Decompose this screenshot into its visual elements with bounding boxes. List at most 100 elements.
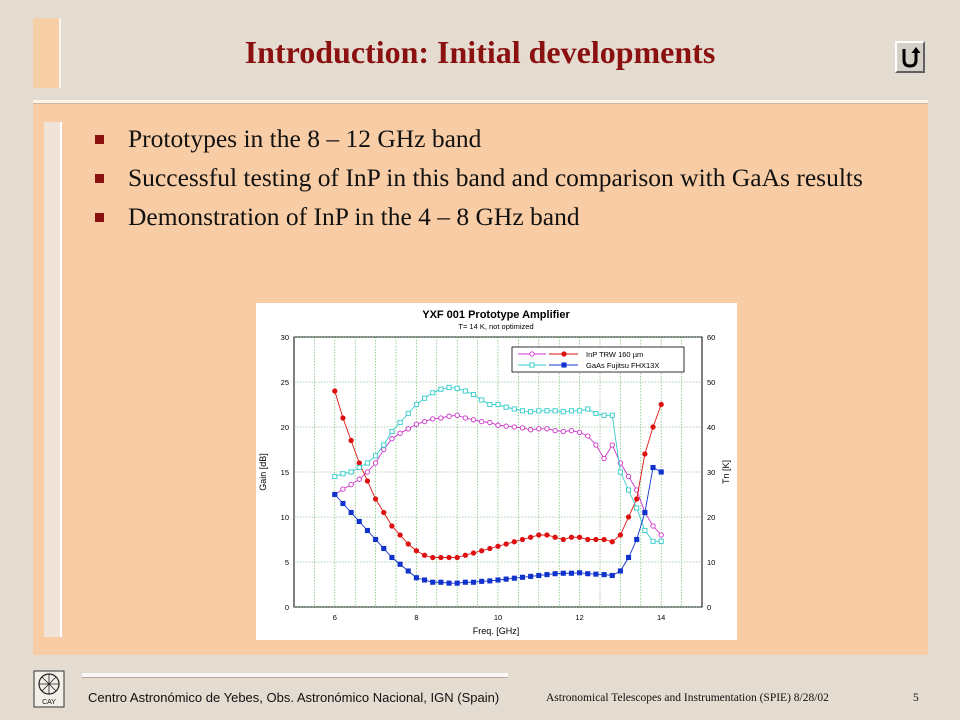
data-point <box>544 532 550 538</box>
data-point <box>446 384 452 390</box>
data-point <box>593 571 599 577</box>
data-point <box>503 541 509 547</box>
data-point <box>593 536 599 543</box>
data-point <box>536 532 542 538</box>
data-point <box>332 388 338 394</box>
data-point <box>609 442 615 448</box>
legend-label-gaas: GaAs Fujitsu FHX13X <box>586 361 659 370</box>
return-button[interactable] <box>895 41 925 73</box>
data-point <box>544 426 550 432</box>
data-point <box>372 460 379 466</box>
data-point <box>634 496 640 502</box>
amplifier-chart: YXF 001 Prototype Amplifier T= 14 K, not… <box>256 303 737 640</box>
chart-title: YXF 001 Prototype Amplifier <box>422 309 570 321</box>
data-point <box>479 397 485 403</box>
data-point <box>446 554 452 561</box>
data-point <box>462 388 468 394</box>
data-point <box>356 518 362 525</box>
data-point <box>519 574 526 580</box>
chart-svg: YXF 001 Prototype Amplifier T= 14 K, not… <box>258 309 731 636</box>
data-point <box>568 408 574 414</box>
y-tick-label: 15 <box>281 468 289 477</box>
data-point <box>381 509 387 516</box>
legend-marker <box>529 351 535 357</box>
data-point <box>560 536 566 543</box>
data-point <box>438 579 444 585</box>
observatory-logo-icon: CAY <box>33 670 65 708</box>
data-point <box>536 426 542 432</box>
data-point <box>348 437 354 444</box>
data-point <box>479 548 485 554</box>
data-point <box>397 561 403 567</box>
data-point <box>568 570 574 576</box>
data-point <box>495 577 501 583</box>
data-point <box>340 471 346 477</box>
data-point <box>405 410 411 417</box>
data-point <box>650 523 656 529</box>
data-point <box>446 580 452 586</box>
data-point <box>397 419 403 426</box>
data-point <box>487 401 493 408</box>
data-point <box>356 460 362 466</box>
data-point <box>421 418 428 425</box>
footer-divider <box>82 673 508 678</box>
data-point <box>601 455 607 462</box>
data-point <box>528 409 534 415</box>
data-point <box>381 442 387 448</box>
data-point <box>487 545 493 552</box>
data-point <box>438 415 444 421</box>
data-point <box>373 536 379 543</box>
data-point <box>413 421 420 427</box>
data-point <box>405 426 411 432</box>
data-point <box>650 538 656 544</box>
data-point <box>356 476 362 482</box>
slide-title: Introduction: Initial developments <box>244 34 716 70</box>
data-point <box>381 446 387 453</box>
data-point <box>397 532 403 538</box>
data-point <box>364 478 371 484</box>
data-point <box>470 392 477 398</box>
y-tick-label: 30 <box>281 333 289 342</box>
data-point <box>626 554 632 561</box>
y-tick-label: 0 <box>285 603 289 612</box>
footer-institution: Centro Astronómico de Yebes, Obs. Astron… <box>88 690 500 705</box>
data-point <box>593 442 599 448</box>
data-point <box>577 408 583 414</box>
x-tick-label: 14 <box>657 613 665 622</box>
data-point <box>422 577 428 583</box>
grid <box>294 336 702 608</box>
legend-label-inp: InP TRW 160 µm <box>586 350 643 359</box>
data-point <box>470 550 477 556</box>
bullet-item: Successful testing of InP in this band a… <box>92 163 892 193</box>
data-point <box>528 573 534 579</box>
data-point <box>527 534 534 540</box>
data-point <box>397 430 403 436</box>
data-point <box>511 575 517 581</box>
bullet-list: Prototypes in the 8 – 12 GHz band Succes… <box>92 124 892 241</box>
y2-tick-label: 30 <box>707 468 715 477</box>
data-point <box>560 428 566 435</box>
data-point <box>634 505 640 511</box>
data-point <box>356 464 362 471</box>
x-tick-label: 12 <box>575 613 583 622</box>
data-point <box>470 417 477 423</box>
data-point <box>430 579 436 585</box>
data-point <box>503 423 509 429</box>
data-point <box>462 579 468 585</box>
data-point <box>552 408 558 414</box>
data-point <box>650 424 656 430</box>
data-point <box>560 570 566 576</box>
chart-legend: InP TRW 160 µm GaAs Fujitsu FHX13X <box>511 346 685 373</box>
data-point <box>519 536 526 543</box>
data-point <box>576 534 583 540</box>
data-point <box>405 541 411 547</box>
data-point <box>430 416 436 422</box>
data-point <box>462 415 469 421</box>
data-point <box>536 408 542 414</box>
data-point <box>470 579 477 585</box>
legend-marks <box>518 351 578 368</box>
data-point <box>364 527 370 534</box>
data-point <box>446 413 452 419</box>
data-point <box>544 572 550 578</box>
logo-text: CAY <box>42 699 56 706</box>
